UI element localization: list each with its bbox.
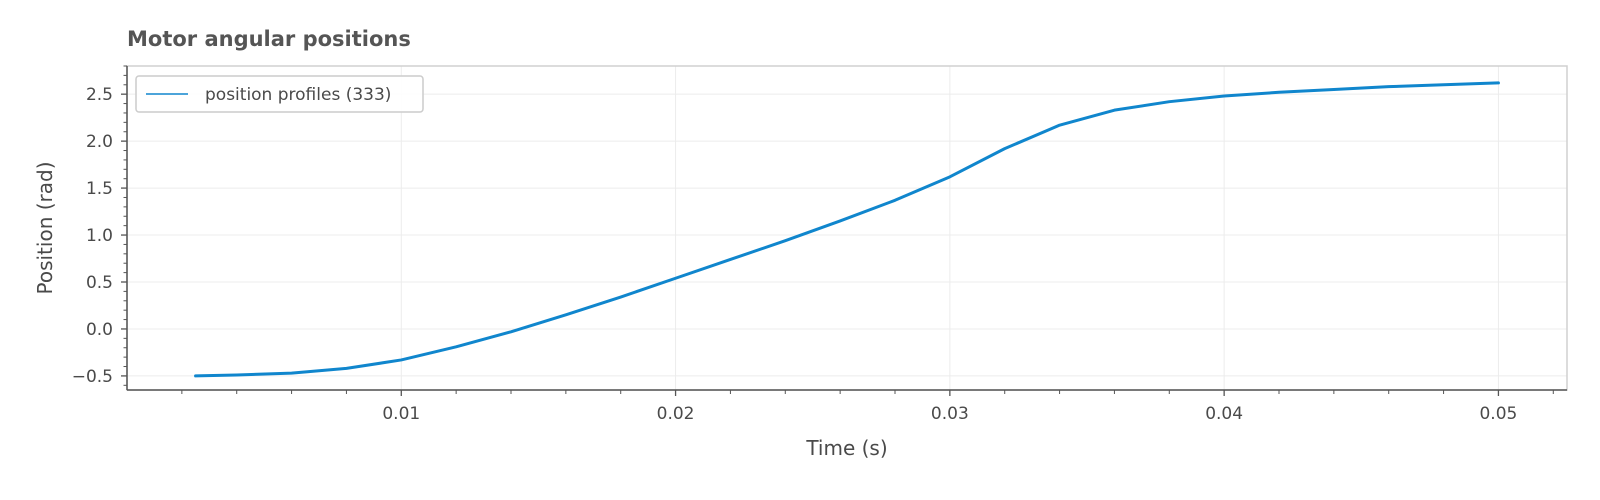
y-axis-label: Position (rad)	[33, 161, 57, 294]
y-tick-label: 0.0	[86, 320, 113, 340]
x-tick-label: 0.01	[382, 404, 420, 424]
x-tick-label: 0.03	[931, 404, 969, 424]
x-tick-label: 0.02	[657, 404, 695, 424]
legend-box	[135, 75, 424, 113]
x-tick-label: 0.04	[1205, 404, 1243, 424]
y-tick-label: 2.5	[86, 85, 113, 105]
y-tick-label: 0.5	[86, 273, 113, 293]
x-axis-label: Time (s)	[805, 436, 887, 460]
chart-title: Motor angular positions	[127, 27, 411, 51]
y-tick-label: 1.0	[86, 226, 113, 246]
y-tick-label: −0.5	[72, 367, 113, 387]
grid	[127, 66, 1567, 390]
series-group	[194, 81, 1500, 378]
legend-label: position profiles (333)	[205, 85, 391, 105]
plot-frame	[126, 65, 1568, 391]
x-tick-label: 0.05	[1479, 404, 1517, 424]
y-tick-label: 1.5	[86, 179, 113, 199]
y-tick-label: 2.0	[86, 132, 113, 152]
axes: 0.01 0.02 0.03 0.04 0.05 −0.5 0.0 0.5 1.0 1.5 2.0 2…	[72, 65, 1567, 424]
series-line	[194, 81, 1500, 378]
legend: position profiles (333)	[135, 75, 424, 113]
